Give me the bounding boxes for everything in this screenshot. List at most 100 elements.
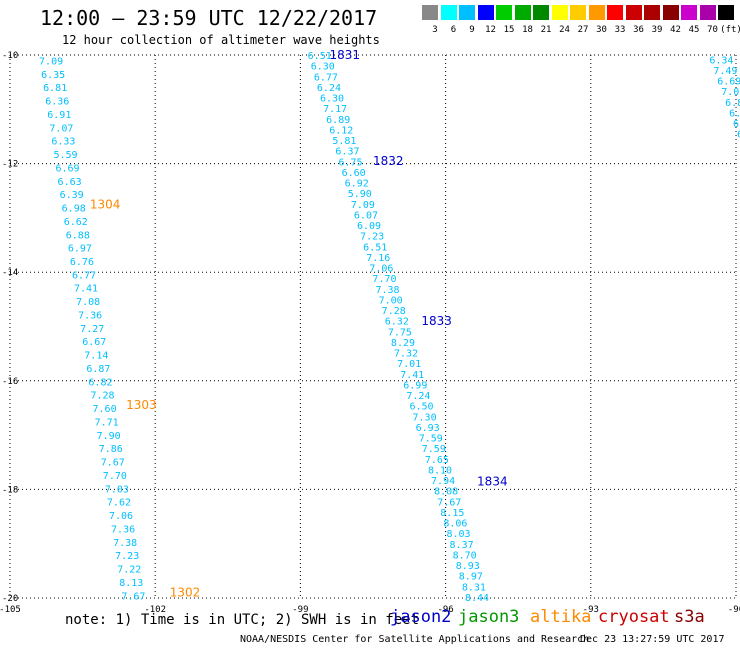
wave-height-point: 7.65 [425,455,449,466]
color-scale-label: 33 [614,25,626,35]
wave-height-point: 7.36 [78,310,102,321]
wave-height-point: 7.28 [90,391,114,402]
wave-height-point: 7.59 [422,444,446,455]
wave-height-point: 7.28 [382,306,406,317]
y-tick-label: -18 [2,485,18,495]
footer-note: note: 1) Time is in UTC; 2) SWH is in fe… [65,612,420,628]
pass-labels: 1831 1832 1833 1834 1304 1303 1302 [90,48,508,600]
x-tick-label: -93 [583,605,599,615]
wave-height-point: 6.34 [709,55,733,66]
color-scale-label: 21 [540,25,552,35]
wave-height-point: 8.44 [465,593,489,604]
wave-height-point: 7.62 [107,498,131,509]
color-swatch [440,5,457,20]
color-scale-label: 12 [485,25,496,35]
wave-height-point: 6.67 [82,337,106,348]
wave-height-point: 8.31 [462,582,486,593]
wave-height-point: 7.36 [111,524,135,535]
wave-height-point: 7.27 [80,324,104,335]
wave-height-point: 5.90 [348,189,372,200]
wave-height-point: 7.09 [39,56,63,67]
wave-height-point: 6.88 [66,230,90,241]
pass-number-label: 1832 [373,154,404,168]
x-tick-label: -90 [728,605,740,615]
wave-height-point: 7.16 [366,253,390,264]
wave-height-point: 7.17 [323,104,347,115]
wave-height-point: 6.12 [329,125,353,136]
wave-height-point: 6.07 [354,210,378,221]
wave-height-point: 5.59 [53,150,77,161]
wave-height-point: 6.51 [363,242,387,253]
wave-height-point: 8.03 [446,529,470,540]
wave-height-point: 6.30 [311,62,335,73]
wave-height-point: 6.6 [733,119,740,130]
color-swatch [570,5,586,20]
wave-height-point: 6.62 [64,217,88,228]
wave-height-point: 7.71 [95,417,119,428]
color-swatch [459,5,475,20]
wave-height-point: 6.92 [345,179,369,190]
color-swatch [422,5,438,20]
wave-height-point: 6.35 [41,70,65,81]
wave-height-point: 7.22 [117,565,141,576]
wave-height-point: 6.91 [47,110,71,121]
wave-height-point: 7.23 [360,232,384,243]
color-swatch [662,5,679,20]
y-tick-label: -10 [2,51,18,61]
color-scale-label: (ft) [720,25,740,35]
wave-height-point: 6.97 [68,244,92,255]
wave-height-point: 6.8 [725,98,740,109]
wave-height-point: 7.70 [372,274,396,285]
y-tick-label: -20 [2,594,18,604]
wave-height-point: 7.23 [115,551,139,562]
wave-height-point: 7.41 [74,284,98,295]
color-scale-label: 9 [469,25,475,35]
satellite-jason2-label: jason2 [390,607,452,627]
wave-height-point: 7.38 [376,285,400,296]
wave-height-point: 7.08 [721,87,740,98]
map-ticks: -105 -102 -99 -96 -93 -90 -10 -12 -14 -16 -18 -20 [0,51,740,615]
color-swatch [644,5,660,20]
satellite-jason3-label: jason3 [458,607,520,627]
color-swatch [533,5,549,20]
wave-height-point: 7.90 [97,431,121,442]
color-scale-label: 6 [450,25,457,35]
wave-height-point: 6.89 [326,115,350,126]
wave-height-point: 6.98 [62,204,86,215]
color-swatch [551,5,568,20]
wave-height-point: 8.37 [450,540,474,551]
color-swatch [607,5,623,20]
wave-height-point: 7.30 [413,412,437,423]
wave-height-point: 6.69 [55,163,79,174]
wave-height-point: 8.13 [119,578,143,589]
wave-height-point: 6.32 [385,317,409,328]
wave-height-point: 7.32 [394,349,418,360]
wave-height-point: 7.75 [388,327,412,338]
wave-height-point: 7.41 [400,370,424,381]
pass-number-label: 1831 [329,48,360,62]
wave-height-point: 7.01 [397,359,421,370]
wave-height-point: 7.08 [76,297,100,308]
color-scale-label: 18 [522,25,533,35]
wave-height-point: 6.39 [60,190,84,201]
wave-height-point: 6.51 [308,51,332,62]
color-scale-label: 30 [596,25,607,35]
color-swatch [588,5,605,20]
satellite-cryosat-label: cryosat [598,607,670,627]
wave-height-point: 8.97 [459,572,483,583]
wave-height-point: 7.60 [93,404,117,415]
color-swatch [477,5,494,20]
wave-height-point: 6.09 [357,221,381,232]
pass-number-label: 1304 [90,197,121,211]
wave-height-point: 7.67 [101,458,125,469]
color-scale-label: 70 [707,25,718,35]
wave-height-point: 6.36 [45,97,69,108]
wave-height-point: 6.99 [403,380,427,391]
color-scale-label: 39 [651,25,663,35]
wave-height-point: 5.81 [332,136,356,147]
color-scale-label: 15 [503,25,515,35]
wave-height-point: 6.82 [88,377,112,388]
wave-height-point: 8.08 [434,487,458,498]
wave-height-point: 6 [737,130,740,141]
wave-height-point: 6.24 [317,83,341,94]
